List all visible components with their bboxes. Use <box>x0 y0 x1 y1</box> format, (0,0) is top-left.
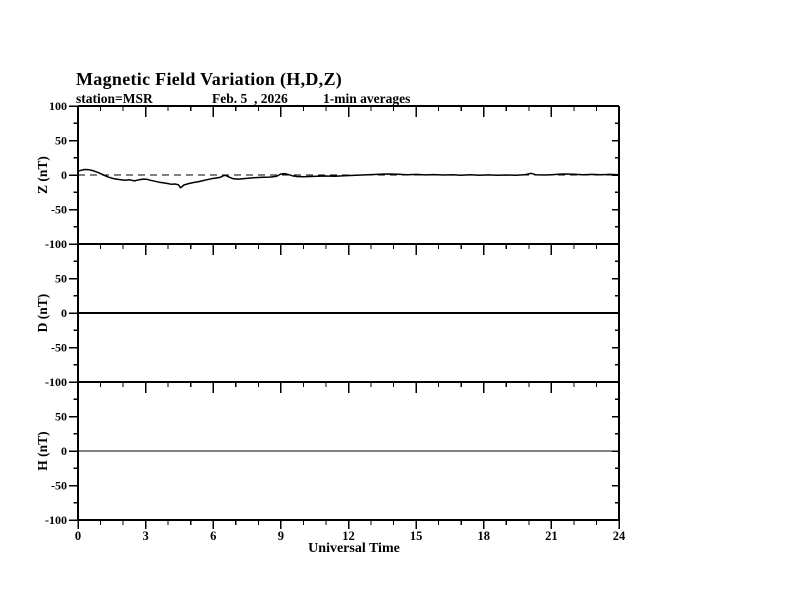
y-tick-label: 0 <box>61 306 67 320</box>
date-label: Feb. 5 , 2026 <box>212 91 288 106</box>
y-tick-label: -100 <box>45 375 67 389</box>
x-tick-label: 15 <box>410 529 423 543</box>
y-tick-label: -100 <box>45 513 67 527</box>
x-tick-label: 9 <box>278 529 284 543</box>
y-tick-label: 0 <box>61 168 67 182</box>
x-tick-label: 21 <box>545 529 558 543</box>
x-tick-label: 3 <box>143 529 149 543</box>
panel-z: 100 50 0 -50 -100 <box>45 99 620 251</box>
y-tick-label: -100 <box>45 237 67 251</box>
y-tick-label: -50 <box>51 341 67 355</box>
averaging-label: 1-min averages <box>323 91 411 106</box>
x-tick-label: 0 <box>75 529 81 543</box>
x-axis-title: Universal Time <box>308 541 400 556</box>
y-tick-label: -50 <box>51 479 67 493</box>
x-tick-label: 24 <box>613 529 626 543</box>
station-label: station=MSR <box>76 91 153 106</box>
x-axis: 0 3 6 9 12 15 18 21 24 <box>75 520 626 543</box>
panel-d: 50 0 -50 -100 <box>45 243 620 389</box>
panel-h: 50 0 -50 -100 <box>45 381 620 527</box>
chart-title: Magnetic Field Variation (H,D,Z) <box>76 69 343 89</box>
y-tick-label: 50 <box>55 272 67 286</box>
y-tick-label: 100 <box>49 99 67 113</box>
x-tick-label: 18 <box>478 529 491 543</box>
x-tick-label: 6 <box>210 529 216 543</box>
x-tick-label: 12 <box>342 529 355 543</box>
y-tick-label: 50 <box>55 134 67 148</box>
z-trace <box>77 168 620 189</box>
y-tick-label: 50 <box>55 410 67 424</box>
y-tick-label: 0 <box>61 444 67 458</box>
y-tick-label: -50 <box>51 203 67 217</box>
